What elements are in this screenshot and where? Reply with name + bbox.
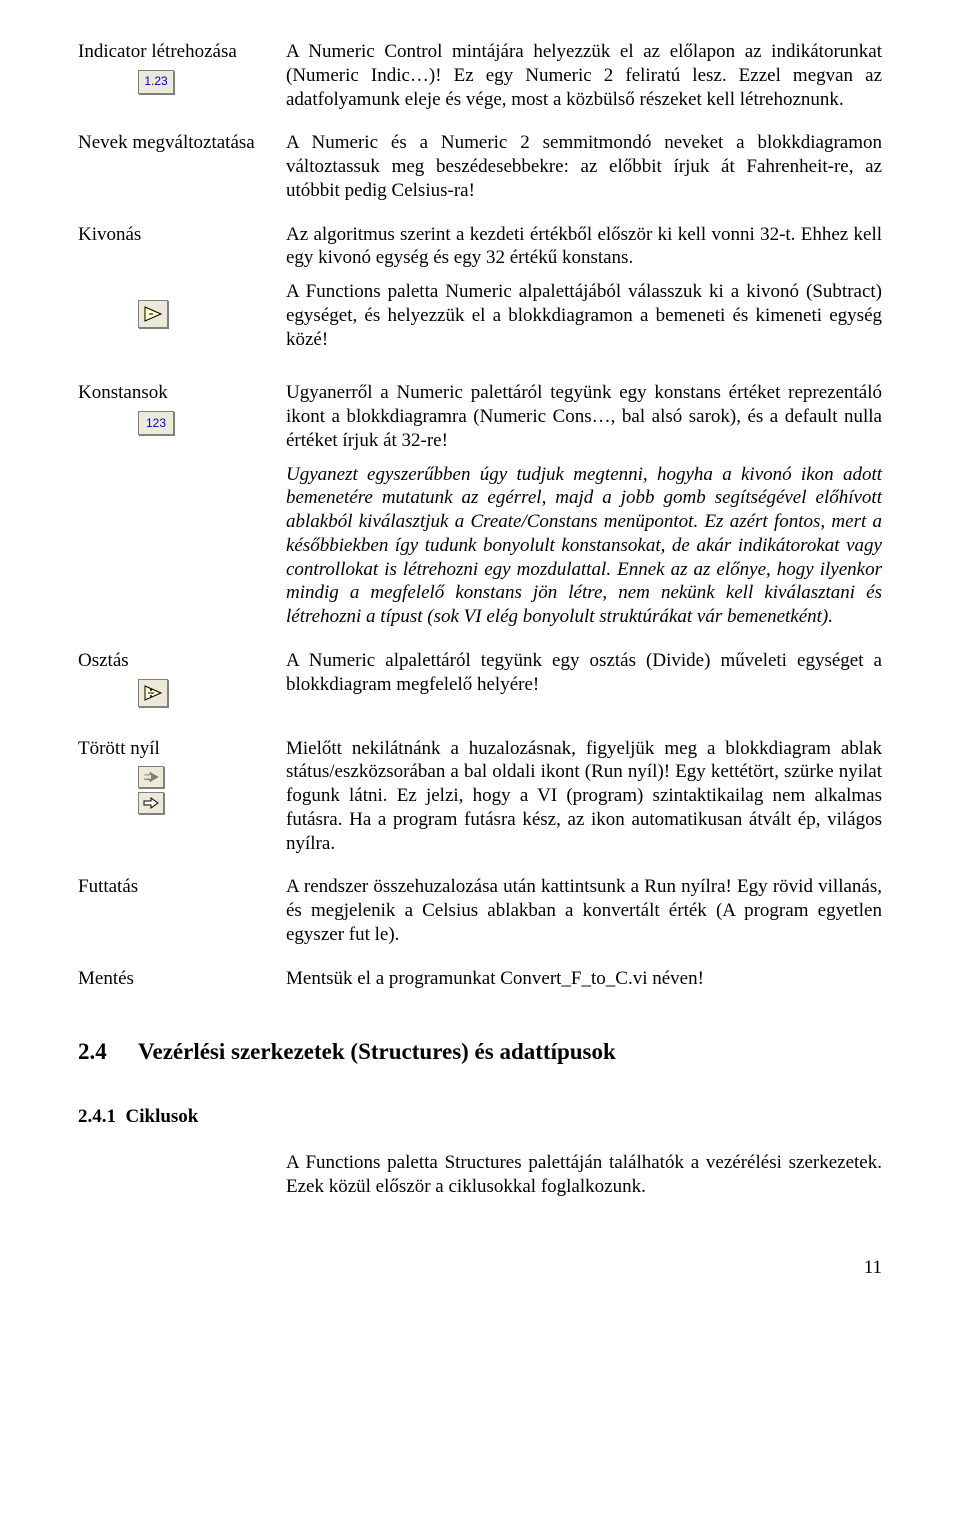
entry-mentes: Mentés Mentsük el a programunkat Convert… xyxy=(78,967,882,1001)
label-text: Osztás xyxy=(78,650,129,671)
entry-futtatas: Futtatás A rendszer összehuzalozása után… xyxy=(78,875,882,956)
label-text: Mentés xyxy=(78,968,134,989)
subsection-number: 2.4.1 xyxy=(78,1106,116,1127)
label-futtatas: Futtatás xyxy=(78,875,286,899)
paragraph: A Functions paletta Numeric alpalettájáb… xyxy=(286,280,882,351)
paragraph: Az algoritmus szerint a kezdeti értékből… xyxy=(286,223,882,271)
label-text: Indicator létrehozása xyxy=(78,41,237,62)
subsection-title: Ciklusok xyxy=(126,1106,199,1127)
body-futtatas: A rendszer összehuzalozása után kattints… xyxy=(286,875,882,956)
body-osztas: A Numeric alpalettáról tegyünk egy osztá… xyxy=(286,649,882,707)
paragraph: Mielőtt nekilátnánk a huzalozásnak, figy… xyxy=(286,737,882,856)
run-arrow-icons xyxy=(138,766,278,814)
label-text: Kivonás xyxy=(78,224,141,245)
label-indicator: Indicator létrehozása 1.23 xyxy=(78,40,286,100)
body-torott: Mielőtt nekilátnánk a huzalozásnak, figy… xyxy=(286,737,882,866)
body-konstansok: Ugyanerről a Numeric palettáról tegyünk … xyxy=(286,381,882,639)
body-kivonas: Az algoritmus szerint a kezdeti értékből… xyxy=(286,223,882,362)
label-text: Konstansok xyxy=(78,382,168,403)
body-subsection: A Functions paletta Structures palettájá… xyxy=(286,1151,882,1209)
paragraph: Ugyanerről a Numeric palettáról tegyünk … xyxy=(286,381,882,452)
subsection-heading: 2.4.1 Ciklusok xyxy=(78,1105,882,1129)
numeric-indicator-icon: 1.23 xyxy=(138,70,174,94)
entry-osztas: Osztás A Numeric alpalettáról tegyünk eg… xyxy=(78,649,882,713)
body-indicator: A Numeric Control mintájára helyezzük el… xyxy=(286,40,882,121)
label-text: Törött nyíl xyxy=(78,738,160,759)
label-konstansok: Konstansok 123 xyxy=(78,381,286,441)
broken-arrow-icon xyxy=(138,766,164,788)
document-page: Indicator létrehozása 1.23 A Numeric Con… xyxy=(0,0,960,1320)
paragraph: A rendszer összehuzalozása után kattints… xyxy=(286,875,882,946)
label-osztas: Osztás xyxy=(78,649,286,713)
paragraph: A Functions paletta Structures palettájá… xyxy=(286,1151,882,1199)
label-torott: Törött nyíl xyxy=(78,737,286,821)
icon-text: 123 xyxy=(146,416,166,431)
body-mentes: Mentsük el a programunkat Convert_F_to_C… xyxy=(286,967,882,1001)
icon-text: 1.23 xyxy=(144,74,167,89)
entry-kivonas: Kivonás Az algoritmus szerint a kezdeti … xyxy=(78,223,882,362)
body-nevek: A Numeric és a Numeric 2 semmitmondó nev… xyxy=(286,131,882,212)
paragraph: A Numeric Control mintájára helyezzük el… xyxy=(286,40,882,111)
divide-icon xyxy=(138,679,168,707)
label-text: Nevek megváltoztatása xyxy=(78,132,255,153)
numeric-constant-icon: 123 xyxy=(138,411,174,435)
paragraph: A Numeric alpalettáról tegyünk egy osztá… xyxy=(286,649,882,697)
paragraph: Mentsük el a programunkat Convert_F_to_C… xyxy=(286,967,882,991)
run-arrow-icon xyxy=(138,792,164,814)
entry-nevek: Nevek megváltoztatása A Numeric és a Num… xyxy=(78,131,882,212)
entry-konstansok: Konstansok 123 Ugyanerről a Numeric pale… xyxy=(78,381,882,639)
label-nevek: Nevek megváltoztatása xyxy=(78,131,286,155)
page-number: 11 xyxy=(78,1256,882,1280)
subtract-icon xyxy=(138,300,168,328)
entry-indicator: Indicator létrehozása 1.23 A Numeric Con… xyxy=(78,40,882,121)
paragraph: A Numeric és a Numeric 2 semmitmondó nev… xyxy=(286,131,882,202)
section-heading: 2.4 Vezérlési szerkezetek (Structures) é… xyxy=(78,1038,882,1067)
section-title: Vezérlési szerkezetek (Structures) és ad… xyxy=(138,1038,616,1067)
label-mentes: Mentés xyxy=(78,967,286,991)
label-kivonas: Kivonás xyxy=(78,223,286,335)
label-text: Futtatás xyxy=(78,876,138,897)
entry-torott: Törött nyíl Mielőtt nekilátnánk a huzalo… xyxy=(78,737,882,866)
entry-subsection: A Functions paletta Structures palettájá… xyxy=(78,1151,882,1209)
paragraph-italic: Ugyanezt egyszerűbben úgy tudjuk megtenn… xyxy=(286,463,882,629)
section-number: 2.4 xyxy=(78,1038,138,1067)
